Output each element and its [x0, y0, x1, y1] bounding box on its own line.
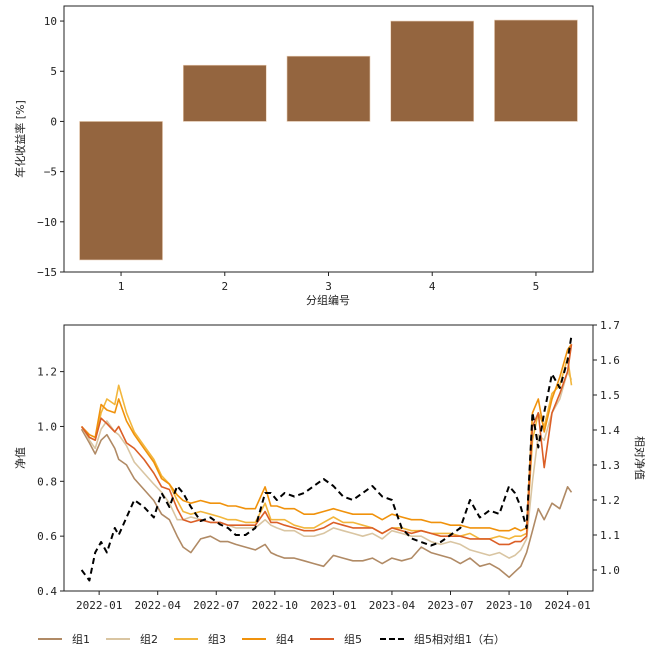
line-x-axis-ticks: 2022-01 2022-04 2022-07 2022-10 2023-01 2023-…: [76, 591, 591, 612]
legend-label: 组5: [344, 633, 362, 646]
bar-x-tick-label: 2: [221, 280, 228, 293]
series-line-3: [80, 357, 573, 540]
legend-item-2: 组2: [106, 628, 158, 650]
legend-label: 组4: [276, 633, 294, 646]
series-line-5: [80, 344, 573, 546]
line-right-y-axis-ticks: 1.0 1.1 1.2 1.3 1.4 1.5 1.6 1.7: [593, 319, 620, 577]
line-right-y-axis-label: 相对净值: [633, 436, 645, 480]
legend-item-4: 组4: [242, 628, 294, 650]
series-line-4: [81, 343, 573, 532]
legend: 组1 组2 组3 组4 组5 组5相对组1（右）: [0, 628, 645, 650]
line-x-tick-label: 2023-01: [310, 599, 356, 612]
line-x-tick-label: 2022-07: [193, 599, 239, 612]
line-left-y-axis-label: 净值: [13, 447, 27, 469]
bar-group-2: [182, 64, 267, 122]
bar-x-tick-label: 4: [429, 280, 436, 293]
legend-swatch: [380, 638, 404, 640]
bar-group-3: [286, 55, 371, 122]
bar-y-axis-ticks: −15 −10 −5 0 5 10: [37, 15, 64, 279]
bar-y-tick-label: 5: [50, 65, 57, 78]
line-right-y-tick-label: 1.3: [600, 459, 620, 472]
bar-group-4: [390, 20, 475, 122]
bar-y-tick-label: 10: [44, 15, 57, 28]
line-x-tick-label: 2023-10: [486, 599, 532, 612]
legend-item-3: 组3: [174, 628, 226, 650]
series-line-1: [80, 428, 573, 579]
series-line-6: [80, 335, 573, 582]
line-left-y-tick-label: 1.2: [37, 366, 57, 379]
line-left-y-axis-ticks: 0.4 0.6 0.8 1.0 1.2: [37, 366, 64, 598]
legend-swatch: [38, 638, 62, 640]
legend-swatch: [310, 638, 334, 640]
bar-x-tick-label: 1: [118, 280, 125, 293]
line-x-tick-label: 2023-04: [369, 599, 416, 612]
bar-group-1: [79, 121, 163, 261]
legend-item-6: 组5相对组1（右）: [380, 628, 505, 650]
series-line-2: [80, 370, 573, 559]
line-right-y-tick-label: 1.2: [600, 494, 620, 507]
line-x-tick-label: 2022-04: [135, 599, 182, 612]
legend-swatch: [106, 638, 130, 640]
line-chart: 0.4 0.6 0.8 1.0 1.2 1.0 1.1 1.2 1.3 1.4 1.5 1.6 1.7…: [13, 319, 645, 612]
bar-y-tick-label: 0: [50, 115, 57, 128]
legend-label: 组1: [72, 633, 90, 646]
bar-x-tick-label: 3: [325, 280, 332, 293]
bar-x-axis-label: 分组编号: [306, 293, 350, 307]
legend-item-5: 组5: [310, 628, 362, 650]
bar-y-tick-label: −15: [37, 266, 57, 279]
legend-swatch: [242, 638, 266, 640]
bar-x-tick-label: 5: [533, 280, 540, 293]
line-right-y-tick-label: 1.6: [600, 354, 620, 367]
bar-group-5: [494, 19, 578, 122]
line-right-y-tick-label: 1.4: [600, 424, 620, 437]
line-right-y-tick-label: 1.0: [600, 564, 620, 577]
line-series: [80, 335, 573, 582]
legend-label: 组2: [140, 633, 158, 646]
legend-label: 组5相对组1（右）: [414, 633, 505, 646]
line-left-y-tick-label: 0.4: [37, 585, 57, 598]
bars: [79, 19, 578, 261]
legend-label: 组3: [208, 633, 226, 646]
legend-item-1: 组1: [38, 628, 90, 650]
bar-y-tick-label: −10: [37, 216, 57, 229]
line-left-y-tick-label: 0.8: [37, 475, 57, 488]
line-x-tick-label: 2022-10: [252, 599, 298, 612]
line-x-tick-label: 2024-01: [544, 599, 590, 612]
line-left-y-tick-label: 1.0: [37, 420, 57, 433]
line-right-y-tick-label: 1.1: [600, 529, 620, 542]
line-right-y-tick-label: 1.7: [600, 319, 620, 332]
line-plot-area: [63, 324, 594, 592]
bar-x-axis-ticks: 1 2 3 4 5: [118, 272, 540, 293]
line-x-tick-label: 2023-07: [427, 599, 473, 612]
bar-chart: −15 −10 −5 0 5 10 1 2 3 4 5 分组编号 年化收益率 [%]: [13, 5, 594, 307]
bar-y-tick-label: −5: [44, 166, 57, 179]
legend-swatch: [174, 638, 198, 640]
line-x-tick-label: 2022-01: [76, 599, 122, 612]
line-left-y-tick-label: 0.6: [37, 530, 57, 543]
bar-y-axis-label: 年化收益率 [%]: [13, 100, 27, 178]
line-right-y-tick-label: 1.5: [600, 389, 620, 402]
